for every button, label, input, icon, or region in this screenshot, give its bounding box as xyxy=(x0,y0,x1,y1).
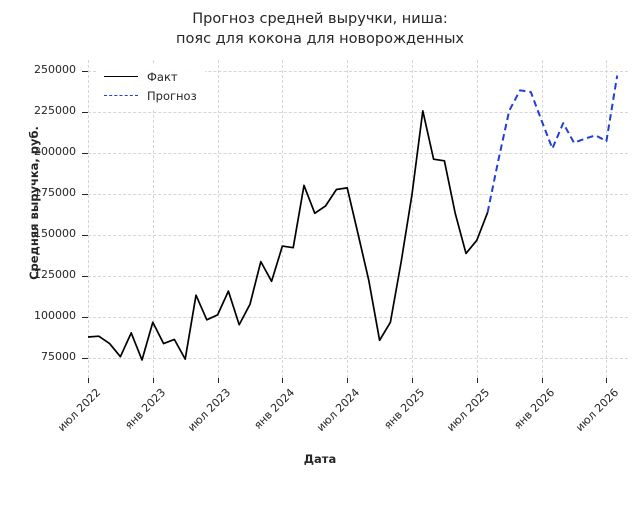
y-axis-tick-label: 100000 xyxy=(34,309,76,323)
legend-item-fact: Факт xyxy=(104,67,197,86)
y-axis-tick-label: 225000 xyxy=(34,104,76,118)
x-axis-tick xyxy=(88,378,89,383)
data-lines xyxy=(87,75,619,361)
grid-line-horizontal xyxy=(88,194,628,196)
y-axis-tick-label: 150000 xyxy=(34,227,76,241)
x-axis-tick xyxy=(347,378,349,383)
y-axis-tick-label: 125000 xyxy=(34,268,76,282)
y-axis-tick xyxy=(82,71,88,73)
grid-line-horizontal xyxy=(88,153,628,155)
x-axis-tick xyxy=(152,378,154,383)
legend-item-forecast: Прогноз xyxy=(104,86,197,105)
y-axis-tick-label: 75000 xyxy=(41,350,76,364)
grid-line-horizontal xyxy=(88,276,628,278)
x-axis-tick xyxy=(282,378,284,383)
x-axis-tick xyxy=(412,378,413,383)
legend-label-forecast: Прогноз xyxy=(147,88,197,103)
y-axis-tick-label: 200000 xyxy=(34,145,76,159)
chart-figure: Прогноз средней выручки, ниша: пояс для … xyxy=(27,11,628,466)
grid-line-vertical xyxy=(347,60,349,378)
y-axis-tick xyxy=(82,317,88,319)
grid-line-vertical xyxy=(606,60,608,378)
y-axis-tick xyxy=(82,112,88,114)
grid-line-horizontal xyxy=(88,71,628,73)
legend-swatch-dashed-line xyxy=(104,95,138,96)
grid-line-vertical xyxy=(282,60,284,378)
legend-label-fact: Факт xyxy=(147,69,178,84)
series-line-fact xyxy=(87,109,489,361)
x-axis-tick xyxy=(476,378,478,383)
chart-legend: Факт Прогноз xyxy=(98,63,205,109)
x-axis-tick xyxy=(606,378,608,383)
grid-line-vertical xyxy=(88,60,89,378)
grid-line-horizontal xyxy=(88,358,628,360)
grid-line-vertical xyxy=(412,60,413,378)
y-axis-tick xyxy=(82,153,88,155)
grid-line-horizontal xyxy=(88,317,628,319)
legend-swatch-solid-line xyxy=(104,76,138,77)
grid-line-vertical xyxy=(476,60,478,378)
y-axis-tick xyxy=(82,276,88,278)
plot-area: 75000 100000 125000 150000 175000 200000 22500… xyxy=(34,60,628,434)
y-axis-label: Средняя выручка, руб. xyxy=(27,126,41,280)
grid-line-vertical xyxy=(217,60,219,378)
grid-line-horizontal xyxy=(88,112,628,114)
y-axis-tick xyxy=(82,194,88,196)
x-axis-label: Дата xyxy=(303,452,337,466)
y-axis-tick xyxy=(82,358,88,360)
x-axis-tick xyxy=(217,378,219,383)
y-axis-tick xyxy=(82,235,88,237)
grid-line-vertical xyxy=(541,60,543,378)
chart-title: Прогноз средней выручки, ниша: пояс для … xyxy=(176,11,464,47)
y-axis-tick-label: 250000 xyxy=(34,63,76,77)
x-axis-tick xyxy=(541,378,543,383)
y-axis-tick-label: 175000 xyxy=(34,186,76,200)
grid-line-vertical xyxy=(152,60,154,378)
series-line-forecast xyxy=(486,75,619,213)
